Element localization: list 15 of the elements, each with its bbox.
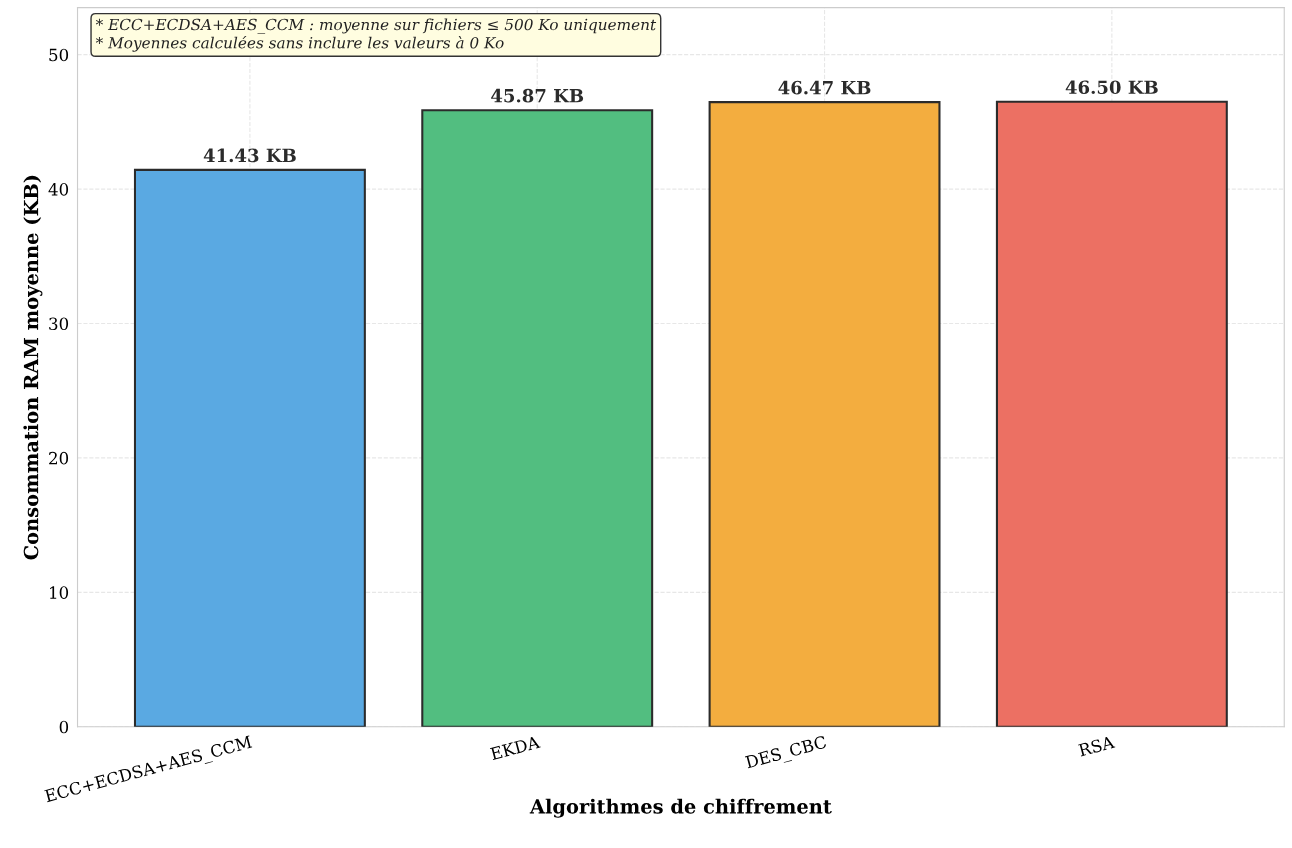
x-axis-title: Algorithmes de chiffrement bbox=[529, 798, 832, 818]
data-label: 46.47 KB bbox=[778, 80, 871, 95]
y-tick-label: 30 bbox=[49, 317, 69, 331]
y-tick-label: 10 bbox=[50, 586, 69, 599]
y-axis-title: Consommation RAM moyenne (KB) bbox=[23, 175, 43, 560]
y-tick-label: 0 bbox=[59, 720, 69, 734]
data-label: 45.87 KB bbox=[491, 88, 584, 103]
annotation: * ECC+ECDSA+AES_CCM : moyenne sur fichiers ≤ 500 Ko uniquement * Moyennes calculées sans inclure les valeurs à 0 Ko bbox=[95, 18, 657, 52]
y-tick-label: 50 bbox=[49, 48, 69, 62]
y-tick-label: 20 bbox=[49, 451, 69, 465]
x-tick-label: RSA bbox=[1078, 735, 1116, 757]
y-tick-label: 40 bbox=[48, 183, 69, 196]
data-label: 46.50 KB bbox=[1065, 80, 1158, 95]
x-tick-label: EKDA bbox=[489, 735, 541, 761]
data-label: 41.43 KB bbox=[203, 148, 296, 163]
